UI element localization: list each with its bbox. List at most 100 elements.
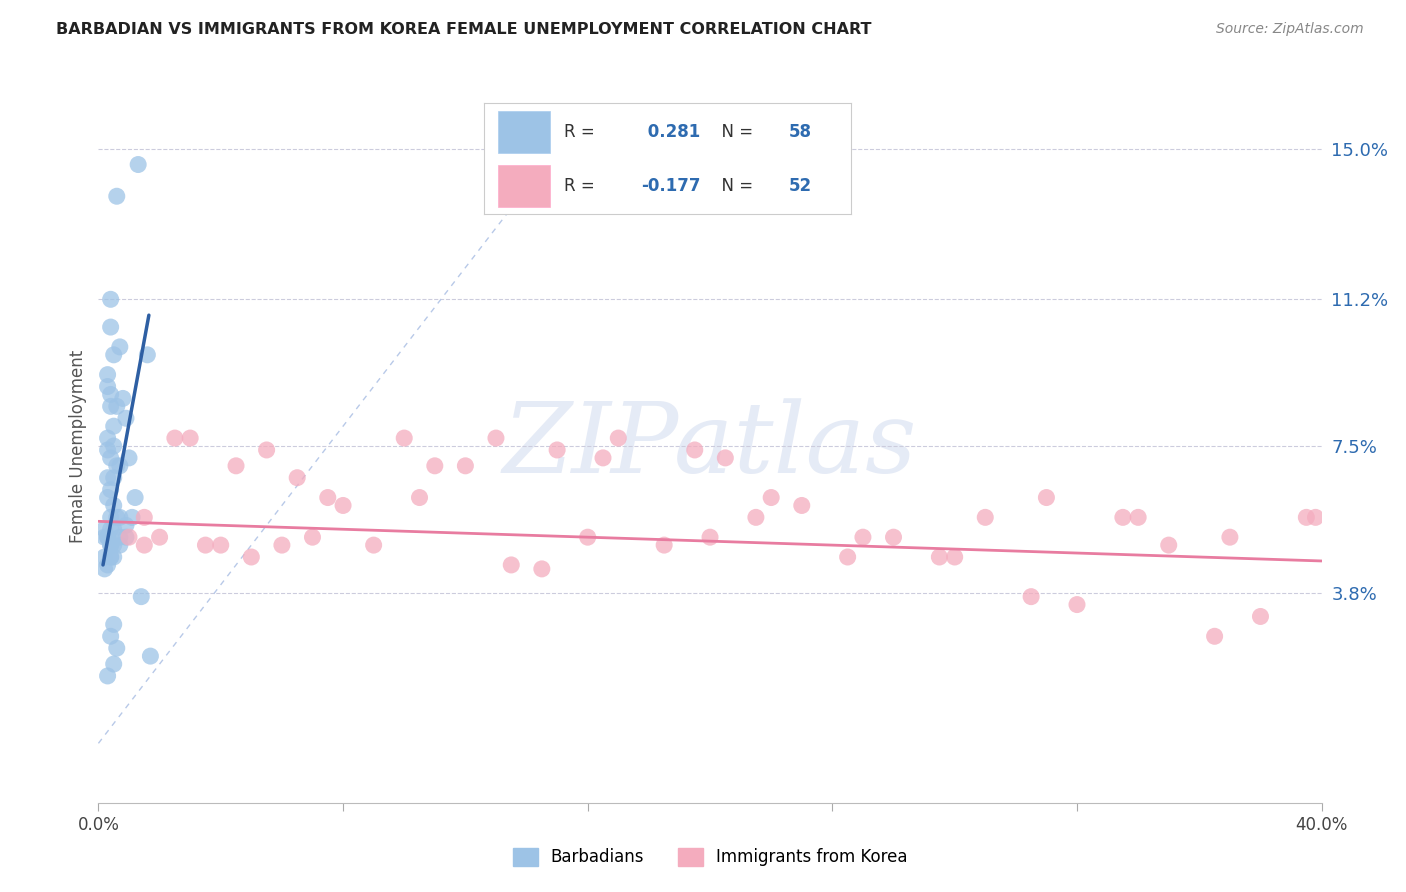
Point [576,530,599,544]
Point [1035,491,1057,505]
Point [108,538,131,552]
Point [121,510,143,524]
Point [97,558,120,572]
Point [103,522,125,536]
Point [240,549,263,564]
Text: ZIPatlas: ZIPatlas [503,399,917,493]
Point [714,450,737,465]
Point [454,458,477,473]
Point [392,431,416,445]
Point [97,530,120,544]
Point [103,348,125,362]
Point [134,510,156,524]
Point [683,442,706,457]
Point [105,458,128,473]
Point [136,348,159,362]
Text: 0.0%: 0.0% [77,816,120,834]
Point [100,522,122,536]
Point [163,431,186,445]
Point [530,562,553,576]
Point [332,499,354,513]
Point [97,491,120,505]
Point [100,538,122,552]
Point [852,530,875,544]
Text: Source: ZipAtlas.com: Source: ZipAtlas.com [1216,22,1364,37]
Point [108,340,131,354]
Point [105,510,128,524]
Point [129,590,152,604]
Point [103,499,125,513]
Point [485,431,508,445]
Point [93,522,115,536]
Text: 40.0%: 40.0% [1295,816,1348,834]
Point [115,518,138,533]
Point [108,510,131,524]
Point [134,538,156,552]
Point [97,669,120,683]
Point [118,450,141,465]
Legend: Barbadians, Immigrants from Korea: Barbadians, Immigrants from Korea [506,841,914,873]
Point [97,471,120,485]
Point [1128,510,1150,524]
Point [103,538,125,552]
Point [1157,538,1180,552]
Point [179,431,201,445]
Point [97,530,120,544]
Point [1066,598,1088,612]
Point [592,450,614,465]
Point [103,657,125,671]
Point [111,392,134,406]
Point [837,549,859,564]
Point [1219,530,1241,544]
Point [105,189,128,203]
Point [100,400,122,414]
Point [97,368,120,382]
Point [105,400,128,414]
Point [501,558,523,572]
Point [100,293,122,307]
Point [607,431,630,445]
Point [301,530,323,544]
Point [93,530,115,544]
Point [745,510,768,524]
Point [100,450,122,465]
Point [256,442,278,457]
Y-axis label: Female Unemployment: Female Unemployment [69,350,87,542]
Point [139,649,162,664]
Point [652,538,675,552]
Point [103,439,125,453]
Text: BARBADIAN VS IMMIGRANTS FROM KOREA FEMALE UNEMPLOYMENT CORRELATION CHART: BARBADIAN VS IMMIGRANTS FROM KOREA FEMAL… [56,22,872,37]
Point [103,471,125,485]
Point [363,538,385,552]
Point [790,499,813,513]
Point [97,379,120,393]
Point [97,442,120,457]
Point [100,549,122,564]
Point [928,549,950,564]
Point [108,530,131,544]
Point [118,530,141,544]
Point [1295,510,1317,524]
Point [194,538,217,552]
Point [103,419,125,434]
Point [1250,609,1272,624]
Point [1112,510,1135,524]
Point [883,530,905,544]
Point [285,471,308,485]
Point [149,530,172,544]
Point [100,549,122,564]
Point [1019,590,1042,604]
Point [100,629,122,643]
Point [225,458,247,473]
Point [100,538,122,552]
Point [1204,629,1226,643]
Point [100,483,122,497]
Point [97,431,120,445]
Point [100,320,122,334]
Point [124,491,146,505]
Point [115,530,138,544]
Point [100,510,122,524]
Point [316,491,339,505]
Point [423,458,446,473]
Point [127,157,149,171]
